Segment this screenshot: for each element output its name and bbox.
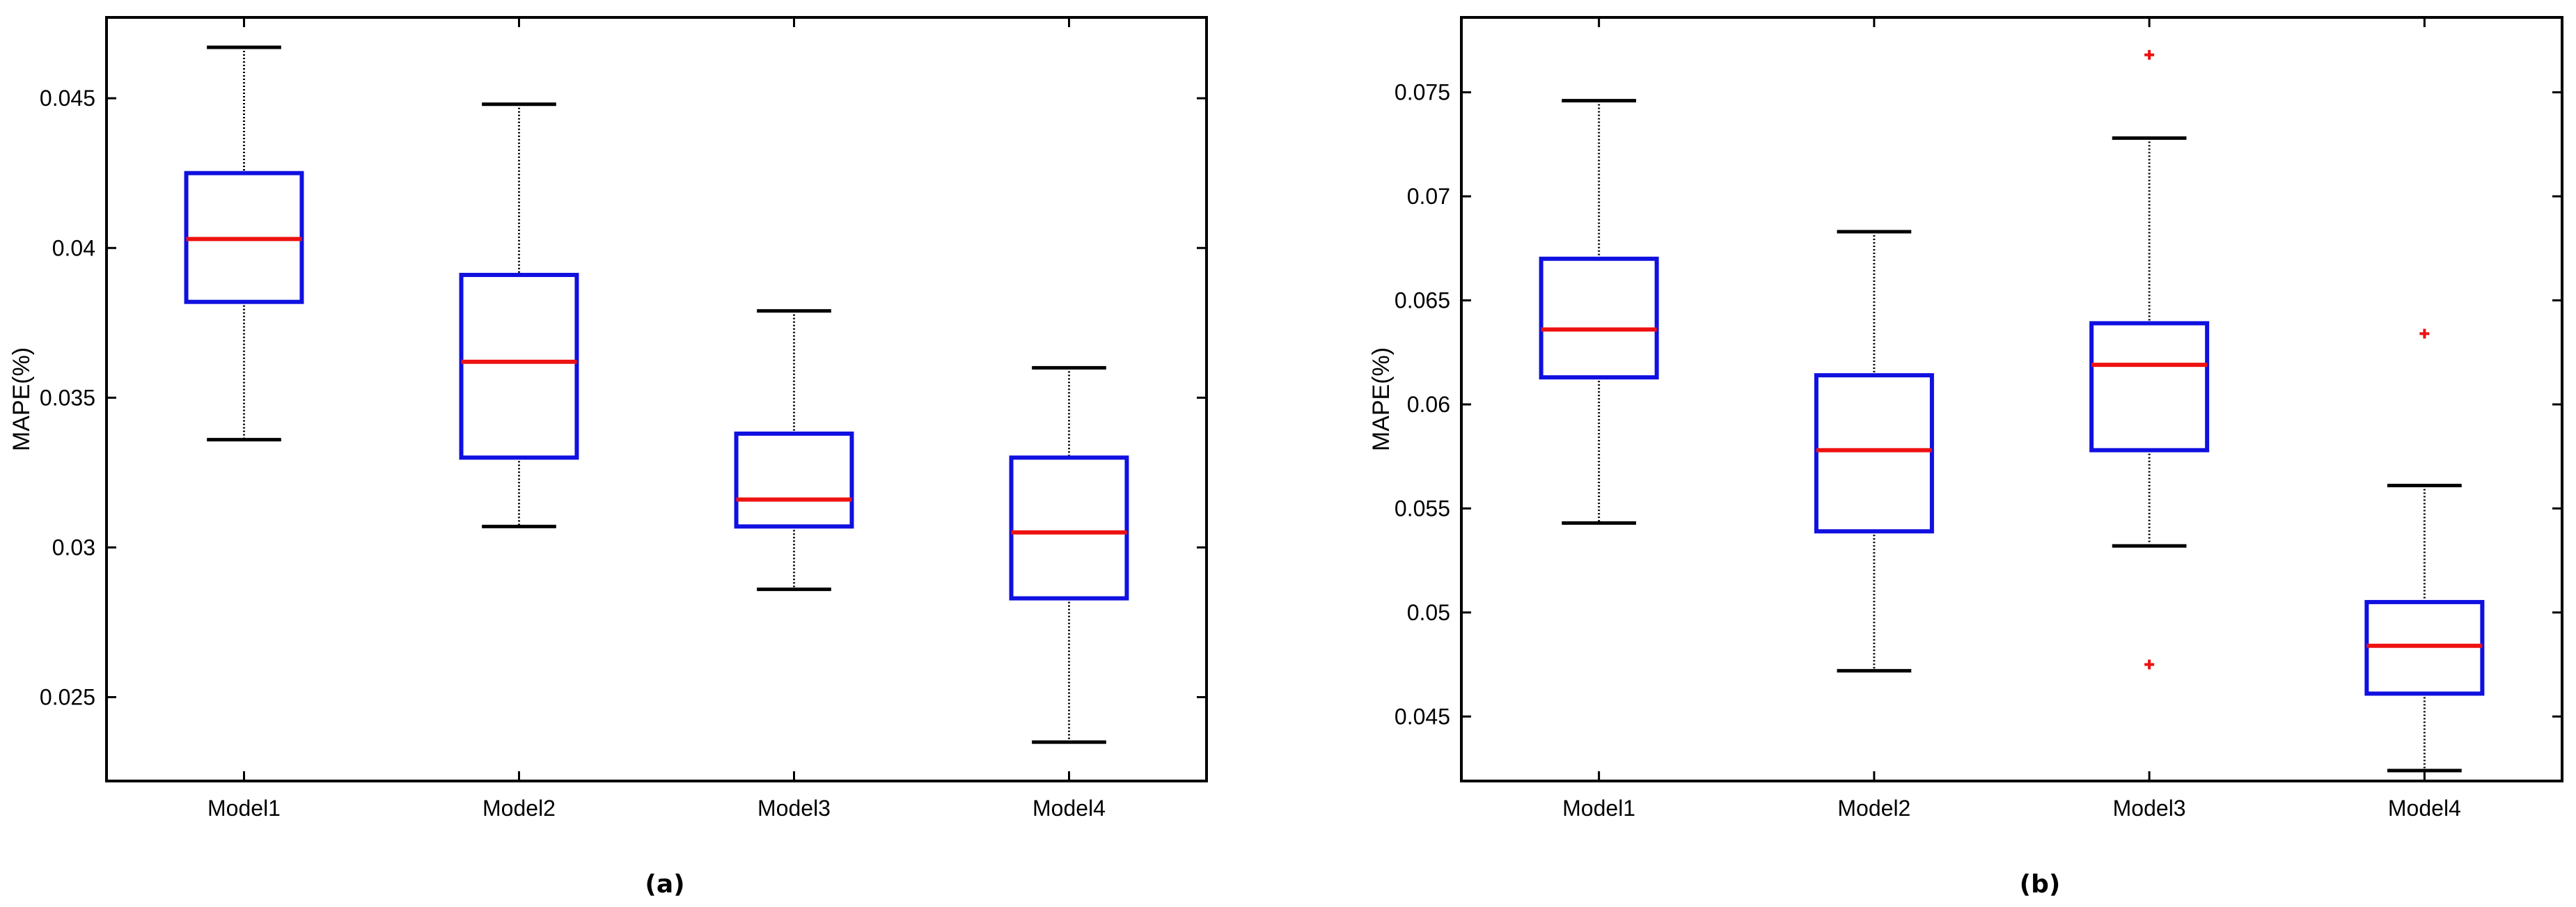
y-tick-label: 0.05 [1407, 600, 1450, 625]
x-tick-label: Model2 [482, 796, 556, 821]
y-tick-label: 0.055 [1395, 496, 1450, 521]
plot-frame [1460, 16, 2563, 782]
iqr-box [2089, 321, 2210, 452]
iqr-box [459, 272, 579, 460]
y-axis-label: MAPE(%) [1368, 347, 1395, 451]
chart-panel-a: 0.025 0.03 0.035 0.04 0.045 MAPE(%) Model1 Mode… [8, 16, 1208, 899]
y-tick-label: 0.04 [52, 235, 95, 260]
x-tick-label: Model1 [207, 796, 281, 821]
y-tick-label: 0.045 [40, 86, 95, 111]
plot-frame [105, 16, 1208, 782]
x-tick-label: Model4 [1032, 796, 1106, 821]
box-model3 [2089, 49, 2210, 670]
panel-label: (b) [2020, 870, 2061, 899]
x-tick-label: Model4 [2388, 796, 2461, 821]
y-tick-label: 0.075 [1395, 80, 1450, 105]
box-model4 [1009, 365, 1129, 744]
y-tick-label: 0.06 [1407, 392, 1450, 417]
iqr-box [1009, 455, 1129, 601]
y-tick-label: 0.025 [40, 685, 95, 710]
x-tick-label: Model2 [1837, 796, 1910, 821]
x-tick-label: Model3 [757, 796, 831, 821]
y-tick-label: 0.07 [1407, 184, 1450, 209]
y-axis-label: MAPE(%) [8, 347, 35, 451]
y-tick-label: 0.045 [1395, 704, 1450, 729]
iqr-box [1539, 256, 1659, 380]
box-model2 [459, 102, 579, 528]
x-tick-label: Model3 [2113, 796, 2186, 821]
box-model4 [2364, 329, 2485, 773]
box-model3 [734, 309, 854, 592]
x-tick-label: Model1 [1562, 796, 1635, 821]
panel-label: (a) [645, 870, 684, 899]
box-model1 [1539, 99, 1659, 525]
y-tick-label: 0.03 [52, 535, 95, 560]
iqr-box [734, 431, 854, 529]
iqr-box [1814, 373, 1934, 534]
box-model1 [184, 45, 304, 442]
chart-panel-b: 0.045 0.05 0.055 0.06 0.065 0.07 0.075 MAPE(%) M… [1368, 16, 2563, 899]
y-tick-label: 0.035 [40, 385, 95, 410]
y-tick-label: 0.065 [1395, 288, 1450, 313]
box-model2 [1814, 230, 1934, 673]
